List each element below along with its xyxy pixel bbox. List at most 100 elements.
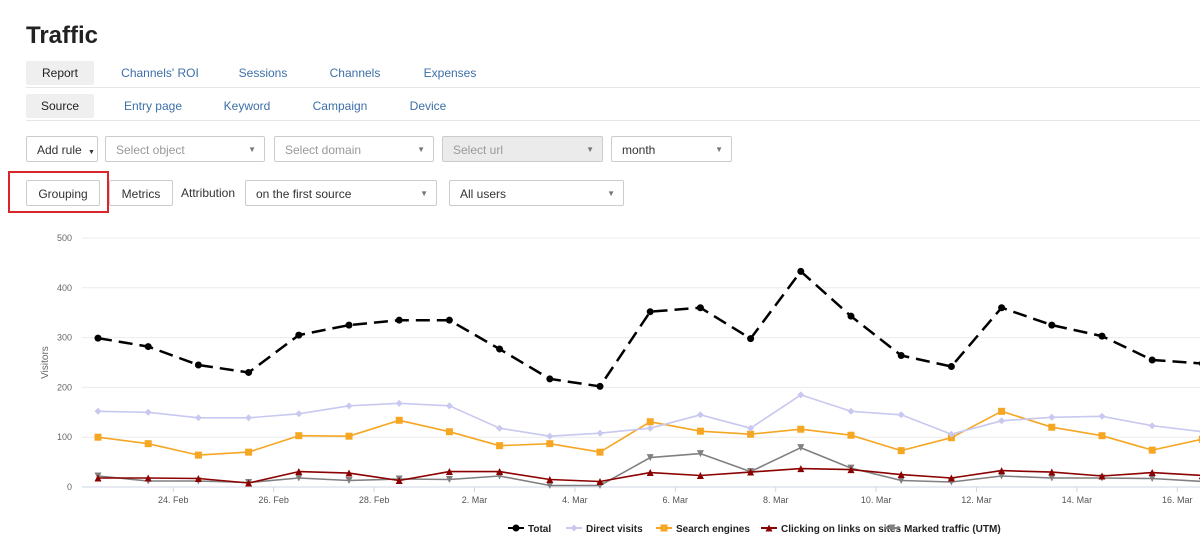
chevron-down-icon: ▼ — [248, 145, 256, 154]
tab-entry-page[interactable]: Entry page — [123, 99, 183, 113]
data-point — [947, 434, 955, 442]
series-line — [97, 270, 1200, 388]
grouping-button[interactable]: Grouping — [26, 180, 100, 206]
data-point — [747, 335, 755, 343]
legend-marker — [765, 524, 773, 532]
x-tick-label: 12. Mar — [961, 495, 992, 505]
add-rule-label: Add rule — [37, 143, 82, 157]
data-point — [144, 343, 152, 351]
data-point — [696, 450, 704, 458]
data-point — [295, 468, 303, 476]
period-value: month — [622, 143, 656, 157]
y-tick-label: 300 — [57, 333, 72, 343]
data-point — [546, 482, 554, 490]
tab-expenses[interactable]: Expenses — [423, 66, 477, 80]
data-point — [747, 424, 755, 432]
data-point — [445, 402, 453, 410]
data-point — [1148, 475, 1156, 483]
x-tick-label: 28. Feb — [359, 495, 390, 505]
legend-marker — [512, 524, 520, 532]
data-point — [546, 375, 554, 383]
data-point — [696, 472, 704, 480]
y-tick-label: 0 — [67, 482, 72, 492]
data-point — [1148, 446, 1156, 454]
data-point — [295, 432, 303, 440]
select-url-placeholder: Select url — [453, 143, 504, 157]
tab-keyword[interactable]: Keyword — [223, 99, 271, 113]
data-point — [496, 468, 504, 476]
data-point — [947, 430, 955, 438]
data-point — [496, 442, 504, 450]
series-line — [98, 467, 1200, 484]
data-point — [1098, 412, 1106, 420]
attribution-label: Attribution — [181, 186, 236, 200]
select-url-dropdown[interactable]: Select url ▼ — [442, 136, 603, 162]
data-point — [395, 416, 403, 424]
select-domain-placeholder: Select domain — [285, 143, 362, 157]
data-point — [345, 432, 353, 440]
data-point — [947, 362, 955, 370]
select-domain-dropdown[interactable]: Select domain ▼ — [274, 136, 434, 162]
data-point — [194, 414, 202, 422]
data-point — [245, 479, 253, 487]
data-point — [847, 431, 855, 439]
data-point — [998, 417, 1006, 425]
legend-label: Clicking on links on sites — [781, 524, 901, 535]
tab-report[interactable]: Report — [26, 61, 94, 85]
data-point — [797, 391, 805, 399]
select-object-placeholder: Select object — [116, 143, 185, 157]
tab-channels-roi[interactable]: Channels' ROI — [121, 66, 199, 80]
data-point — [847, 407, 855, 415]
period-dropdown[interactable]: month ▼ — [611, 136, 732, 162]
legend-marker — [660, 524, 668, 532]
select-object-dropdown[interactable]: Select object ▼ — [105, 136, 265, 162]
data-point — [596, 382, 604, 390]
legend-marker — [888, 524, 896, 532]
y-tick-label: 400 — [57, 283, 72, 293]
data-point — [245, 414, 253, 422]
series-line — [97, 446, 1200, 487]
tab-sessions[interactable]: Sessions — [238, 66, 288, 80]
data-point — [94, 334, 102, 342]
attribution-dropdown[interactable]: on the first source ▼ — [245, 180, 437, 206]
y-tick-label: 100 — [57, 432, 72, 442]
data-point — [194, 475, 202, 483]
add-rule-button[interactable]: Add rule ▼ — [26, 136, 98, 162]
data-point — [747, 430, 755, 438]
data-point — [897, 471, 905, 479]
tab-campaign[interactable]: Campaign — [312, 99, 368, 113]
data-point — [998, 304, 1006, 312]
chevron-down-icon: ▼ — [607, 189, 615, 198]
data-point — [596, 482, 604, 490]
data-point — [1148, 469, 1156, 477]
secondary-tabs: Source Entry page Keyword Campaign Devic… — [26, 94, 1200, 121]
data-point — [646, 418, 654, 426]
data-point — [847, 466, 855, 474]
grouping-highlight — [8, 171, 109, 213]
data-point — [596, 478, 604, 486]
x-tick-label: 16. Mar — [1162, 495, 1193, 505]
data-point — [395, 316, 403, 324]
data-point — [496, 472, 504, 480]
data-point — [947, 478, 955, 486]
data-point — [295, 474, 303, 482]
users-dropdown[interactable]: All users ▼ — [449, 180, 624, 206]
data-point — [1048, 321, 1056, 329]
x-tick-label: 8. Mar — [763, 495, 789, 505]
metrics-button[interactable]: Metrics — [109, 180, 173, 206]
data-point — [445, 468, 453, 476]
chevron-down-icon: ▼ — [420, 189, 428, 198]
data-point — [395, 399, 403, 407]
data-point — [245, 448, 253, 456]
data-point — [94, 433, 102, 441]
data-point — [345, 402, 353, 410]
data-point — [1048, 468, 1056, 476]
tab-device[interactable]: Device — [409, 99, 447, 113]
tab-source[interactable]: Source — [26, 94, 94, 118]
x-tick-label: 6. Mar — [663, 495, 689, 505]
data-point — [646, 424, 654, 432]
data-point — [1048, 423, 1056, 431]
tab-channels[interactable]: Channels — [329, 66, 381, 80]
data-point — [245, 479, 253, 487]
series-line — [97, 394, 1200, 438]
